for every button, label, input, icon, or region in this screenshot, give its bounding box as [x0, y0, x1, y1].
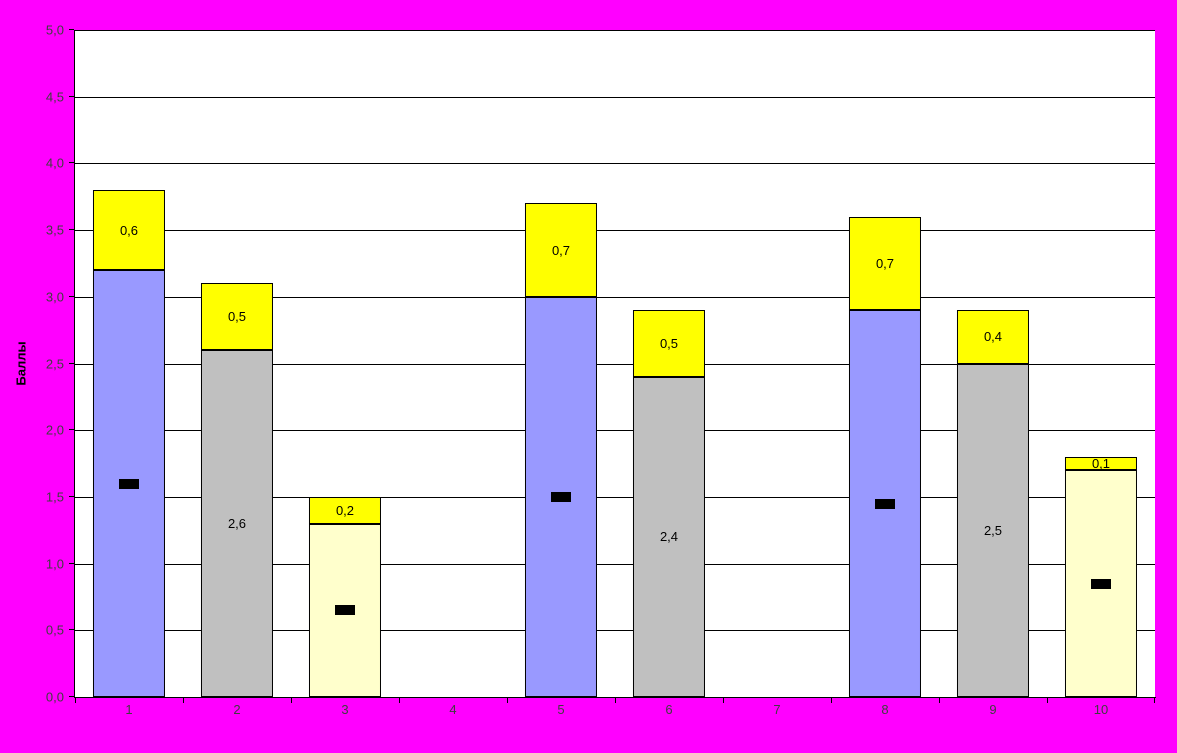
x-tick-label: 8 [881, 702, 889, 717]
y-tick-label: 0,0 [45, 689, 64, 705]
gridline [75, 430, 1155, 432]
x-tick-label: 10 [1093, 702, 1109, 717]
bar-segment-base: 2,5 [956, 363, 1030, 697]
bar-segment-top: 0,7 [848, 216, 922, 311]
bar-slot-8: 0,7 [831, 30, 939, 697]
bar-segment-top: 0,5 [200, 283, 274, 351]
y-tick-label: 1,0 [45, 556, 64, 572]
median-marker [1091, 578, 1111, 589]
x-tick-mark [291, 698, 292, 703]
median-marker [119, 478, 139, 489]
x-tick-marks [75, 698, 1155, 703]
bar-slot-5: 0,7 [507, 30, 615, 697]
x-axis-line [74, 697, 1156, 698]
y-axis-line [74, 30, 75, 698]
bar-slot-10: 0,1 [1047, 30, 1155, 697]
y-tick-mark [69, 295, 74, 297]
y-tick-mark [69, 429, 74, 431]
median-marker [875, 498, 895, 509]
y-tick-label: 3,0 [45, 289, 64, 305]
gridline [75, 363, 1155, 365]
y-tick-mark [69, 362, 74, 364]
bar-slot-6: 2,4 0,5 [615, 30, 723, 697]
bar-slot-4 [399, 30, 507, 697]
y-tick-label: 5,0 [45, 22, 64, 38]
x-tick-mark [831, 698, 832, 703]
y-tick-label: 1,5 [45, 489, 64, 505]
gridline [75, 496, 1155, 498]
bars-layer: 0,6 2,6 0,5 0,2 0,7 2,4 0,5 0,7 2,5 0,4 0,1 [75, 30, 1155, 697]
x-tick-label: 1 [125, 702, 133, 717]
gridline [75, 163, 1155, 165]
gridline [75, 96, 1155, 98]
gridline [75, 630, 1155, 632]
bar-segment-top: 0,2 [308, 496, 382, 524]
x-tick-mark [399, 698, 400, 703]
y-tick-labels: 0,0 0,5 1,0 1,5 2,0 2,5 3,0 3,5 4,0 4,5 5,0 [0, 23, 68, 705]
bar-slot-2: 2,6 0,5 [183, 30, 291, 697]
bar-slot-1: 0,6 [75, 30, 183, 697]
y-tick-mark [69, 29, 74, 30]
bar-slot-9: 2,5 0,4 [939, 30, 1047, 697]
plot-area: 0,6 2,6 0,5 0,2 0,7 2,4 0,5 0,7 2,5 0,4 0,1 [75, 30, 1155, 697]
bar-slot-3: 0,2 [291, 30, 399, 697]
bar-segment-base: 2,4 [632, 376, 706, 697]
bar-segment-top: 0,4 [956, 310, 1030, 364]
x-tick-mark [75, 698, 76, 703]
x-tick-mark [723, 698, 724, 703]
x-tick-mark [615, 698, 616, 703]
gridline [75, 30, 1155, 31]
y-tick-mark [69, 696, 74, 697]
x-tick-label: 7 [773, 702, 781, 717]
y-tick-mark [69, 495, 74, 497]
y-tick-mark [69, 95, 74, 97]
x-tick-mark [1154, 698, 1155, 703]
y-tick-marks [69, 29, 74, 697]
y-tick-label: 4,0 [45, 155, 64, 171]
x-tick-label: 5 [557, 702, 565, 717]
x-tick-label: 9 [989, 702, 997, 717]
y-tick-label: 2,5 [45, 356, 64, 371]
median-marker [551, 491, 571, 502]
x-tick-label: 3 [341, 702, 349, 717]
x-tick-mark [939, 698, 940, 703]
y-tick-label: 2,0 [45, 422, 64, 438]
x-tick-label: 6 [665, 702, 673, 717]
x-tick-mark [1047, 698, 1048, 703]
y-tick-mark [69, 629, 74, 631]
x-tick-mark [183, 698, 184, 703]
bar-segment-top: 0,7 [524, 203, 598, 297]
bar-segment-top: 0,1 [1064, 456, 1138, 470]
y-tick-label: 4,5 [45, 89, 64, 105]
y-tick-mark [69, 229, 74, 231]
x-tick-mark [507, 698, 508, 703]
x-tick-label: 2 [233, 702, 241, 717]
y-tick-label: 0,5 [45, 622, 64, 638]
bar-segment-top: 0,6 [92, 190, 166, 271]
y-tick-label: 3,5 [45, 222, 64, 238]
median-marker [335, 605, 355, 616]
gridline [75, 296, 1155, 298]
x-tick-label: 4 [449, 702, 457, 717]
bar-slot-7 [723, 30, 831, 697]
bar-segment-base: 2,6 [200, 350, 274, 697]
bar-segment-top: 0,5 [632, 310, 706, 377]
y-tick-mark [69, 162, 74, 164]
gridline [75, 230, 1155, 232]
x-tick-labels: 1 2 3 4 5 6 7 8 9 10 [75, 702, 1155, 722]
y-tick-mark [69, 562, 74, 564]
gridline [75, 563, 1155, 565]
